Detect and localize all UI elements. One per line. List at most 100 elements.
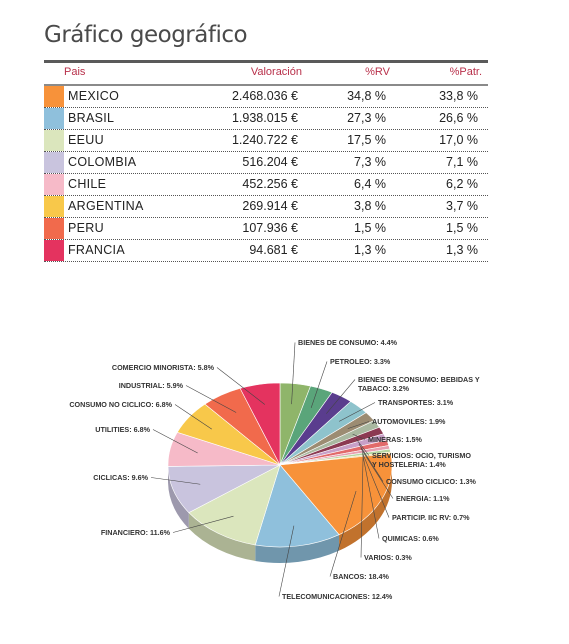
rv-value: 3,8 %	[354, 199, 386, 213]
leader-line	[360, 455, 364, 558]
leader-line	[216, 367, 265, 405]
header-rv: %RV	[365, 66, 390, 78]
slice-label: CONSUMO NO CICLICO: 6.8%	[69, 400, 172, 409]
table-row: ARGENTINA 269.914 € 3,8 % 3,7 %	[44, 196, 488, 218]
pie-slice-side	[255, 534, 340, 563]
leader-line	[347, 421, 370, 429]
table-header-rule	[44, 84, 488, 86]
slice-label: CONSUMO CICLICO: 1.3%	[386, 477, 476, 486]
leader-line	[291, 342, 296, 405]
pie-slice	[254, 464, 340, 548]
color-swatch	[44, 174, 64, 195]
header-valoracion: Valoración	[250, 66, 302, 78]
table-row: PERU 107.936 € 1,5 % 1,5 %	[44, 218, 488, 240]
color-swatch	[44, 152, 64, 173]
pie-slice	[279, 453, 393, 536]
rv-value: 17,5 %	[347, 133, 386, 147]
slice-label: SERVICIOS: OCIO, TURISMO Y HOSTELERIA: 1.…	[372, 451, 471, 469]
header-pais: Pais	[64, 66, 86, 78]
slice-label: BIENES DE CONSUMO: 4.4%	[298, 338, 398, 347]
leader-line	[172, 515, 234, 533]
slice-label: AUTOMOVILES: 1.9%	[372, 417, 446, 426]
country-name: MEXICO	[68, 89, 120, 103]
header-patr: %Patr.	[449, 66, 482, 78]
country-name: FRANCIA	[68, 243, 125, 257]
patr-value: 1,3 %	[446, 243, 478, 257]
valoracion-value: 269.914 €	[242, 199, 298, 213]
slice-label: BANCOS: 18.4%	[333, 572, 390, 581]
valoracion-value: 452.256 €	[242, 177, 298, 191]
country-name: ARGENTINA	[68, 199, 144, 213]
slice-label: PETROLEO: 3.3%	[330, 357, 391, 366]
color-swatch	[44, 218, 64, 239]
leader-line	[329, 490, 357, 577]
leader-line	[362, 454, 380, 539]
patr-value: 33,8 %	[439, 89, 478, 103]
slice-label: MINERAS: 1.5%	[368, 435, 423, 444]
valoracion-value: 107.936 €	[242, 221, 298, 235]
table-header: Pais Valoración %RV %Patr.	[44, 66, 488, 82]
page-title: Gráfico geográfico	[44, 22, 248, 48]
country-name: PERU	[68, 221, 104, 235]
valoracion-value: 516.204 €	[242, 155, 298, 169]
color-swatch	[44, 86, 64, 107]
table-row: BRASIL 1.938.015 € 27,3 % 26,6 %	[44, 108, 488, 130]
color-swatch	[44, 130, 64, 151]
color-swatch	[44, 108, 64, 129]
patr-value: 17,0 %	[439, 133, 478, 147]
rv-value: 6,4 %	[354, 177, 386, 191]
table-top-rule	[44, 60, 488, 63]
color-swatch	[44, 240, 64, 261]
patr-value: 7,1 %	[446, 155, 478, 169]
patr-value: 3,7 %	[446, 199, 478, 213]
slice-label: BIENES DE CONSUMO: BEBIDAS Y TABACO: 3.2%	[358, 375, 480, 393]
table-row: MEXICO 2.468.036 € 34,8 % 33,8 %	[44, 86, 488, 108]
leader-line	[360, 448, 394, 499]
rv-value: 1,5 %	[354, 221, 386, 235]
table-row: FRANCIA 94.681 € 1,3 % 1,3 %	[44, 240, 488, 262]
country-name: EEUU	[68, 133, 104, 147]
slice-label: TRANSPORTES: 3.1%	[378, 398, 454, 407]
leader-line	[361, 451, 390, 518]
pie-slice-side	[168, 466, 189, 529]
valoracion-value: 1.240.722 €	[231, 133, 298, 147]
leader-line	[152, 429, 198, 454]
slice-label: ENERGIA: 1.1%	[396, 494, 450, 503]
pie-slice	[239, 382, 281, 466]
patr-value: 1,5 %	[446, 221, 478, 235]
leader-line	[150, 477, 201, 485]
leader-line	[185, 385, 237, 413]
leader-line	[352, 433, 366, 440]
leader-line	[278, 525, 295, 597]
valoracion-value: 2.468.036 €	[231, 89, 298, 103]
leader-line	[326, 379, 356, 414]
country-name: BRASIL	[68, 111, 115, 125]
slice-label: INDUSTRIAL: 5.9%	[119, 381, 184, 390]
leader-line	[339, 402, 376, 422]
leader-line	[310, 361, 328, 408]
slice-label: UTILITIES: 6.8%	[95, 425, 150, 434]
slice-label: TELECOMUNICACIONES: 12.4%	[282, 592, 393, 601]
leader-line	[358, 443, 384, 482]
slice-label: QUIMICAS: 0.6%	[382, 534, 439, 543]
slice-label: COMERCIO MINORISTA: 5.8%	[112, 363, 215, 372]
slice-label: FINANCIERO: 11.6%	[101, 528, 171, 537]
slice-label: CICLICAS: 9.6%	[93, 473, 148, 482]
rv-value: 27,3 %	[347, 111, 386, 125]
patr-value: 6,2 %	[446, 177, 478, 191]
pie-slice-side	[188, 512, 256, 561]
leader-line	[174, 404, 212, 430]
country-table: MEXICO 2.468.036 € 34,8 % 33,8 % BRASIL 1.938…	[44, 86, 488, 262]
slice-label: PARTICIP. IIC RV: 0.7%	[392, 513, 470, 522]
slice-label: VARIOS: 0.3%	[364, 553, 412, 562]
table-row: COLOMBIA 516.204 € 7,3 % 7,1 %	[44, 152, 488, 174]
color-swatch	[44, 196, 64, 217]
valoracion-value: 1.938.015 €	[231, 111, 298, 125]
table-row: CHILE 452.256 € 6,4 % 6,2 %	[44, 174, 488, 196]
leader-line	[355, 438, 370, 456]
pie-slice-side	[339, 465, 392, 551]
rv-value: 7,3 %	[354, 155, 386, 169]
table-row: EEUU 1.240.722 € 17,5 % 17,0 %	[44, 130, 488, 152]
country-name: COLOMBIA	[68, 155, 137, 169]
